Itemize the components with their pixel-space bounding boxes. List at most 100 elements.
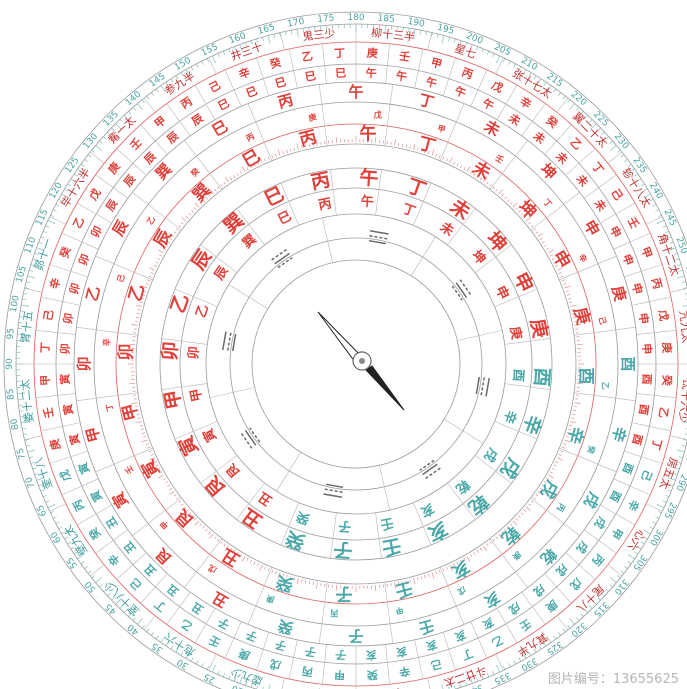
inner-tick — [413, 578, 416, 585]
inner-tick — [470, 170, 473, 174]
inner-tick — [233, 175, 236, 178]
dragon-divider — [194, 84, 216, 120]
degree-tick — [155, 635, 159, 640]
inner-mountain-glyph: 未 — [445, 194, 474, 224]
inner-tick — [565, 290, 569, 293]
inner-tick — [453, 563, 455, 567]
degree-tick — [503, 58, 506, 63]
dragon-branch: 辰 — [189, 111, 206, 128]
degree-label: 160 — [228, 31, 248, 46]
dragon-divider — [61, 232, 99, 250]
degree-tick — [111, 597, 115, 601]
inner-tick — [442, 568, 445, 572]
degree-tick — [87, 154, 92, 158]
inner-divider — [504, 338, 551, 345]
dragon-branch: 申 — [636, 312, 652, 325]
degree-label: 205 — [492, 42, 512, 58]
degree-label: 50 — [83, 579, 98, 594]
dragon-branch: 亥 — [453, 628, 468, 645]
ring-circle — [3, 11, 687, 689]
dragon-stem: 甲 — [429, 56, 443, 71]
degree-tick — [73, 551, 78, 555]
degree-tick — [643, 529, 651, 535]
degree-label: 80 — [9, 417, 21, 430]
inner-tick — [176, 228, 179, 231]
inner-tick — [413, 143, 416, 150]
degree-tick — [637, 546, 642, 550]
degree-label: 295 — [661, 500, 677, 520]
dragon-stem: 乙 — [71, 215, 88, 231]
degree-tick — [584, 609, 589, 613]
dragon-branch: 亥 — [424, 637, 438, 653]
mansion-divider — [280, 32, 285, 51]
degree-tick — [655, 516, 660, 519]
dragon-branch: 亥 — [480, 615, 496, 632]
degree-tick — [107, 131, 111, 136]
dragon-divider — [385, 43, 390, 84]
degree-tick — [436, 34, 439, 39]
degree-tick — [441, 35, 445, 44]
degree-tick — [190, 657, 194, 662]
inner-mountain-glyph: 戌 — [496, 454, 525, 482]
mansion-divider — [607, 564, 623, 577]
inner-tick — [147, 446, 151, 449]
mountain-glyph-outer: 甲 — [83, 425, 104, 444]
dragon-stem: 庚 — [47, 437, 63, 451]
inner-tick — [140, 428, 144, 431]
mountain-glyph-outer: 坤 — [537, 160, 560, 183]
inner-tick — [492, 186, 495, 190]
stem-annotation: 癸 — [585, 444, 597, 456]
dragon-divider — [76, 202, 112, 224]
dragon-divider — [116, 552, 147, 580]
mansion-label: 鬼三少 — [302, 26, 336, 44]
trigram-bar — [369, 229, 389, 235]
inner-tick — [463, 167, 466, 170]
degree-tick — [590, 123, 597, 130]
dragon-divider — [95, 174, 129, 199]
inner-tick — [563, 443, 567, 445]
mountain-glyph-mid: 丑 — [218, 544, 243, 570]
inner-tick — [504, 196, 507, 200]
stem-annotation: 乙 — [601, 382, 610, 390]
needle-pivot-dot — [359, 358, 365, 364]
degree-tick — [111, 127, 115, 131]
dragon-branch: 未 — [505, 110, 524, 129]
degree-tick — [128, 613, 132, 617]
degree-label: 255 — [683, 265, 687, 284]
mansion-label: 心六 — [625, 527, 648, 553]
inner-tick — [394, 582, 396, 589]
degree-label: 200 — [465, 31, 485, 46]
degree-tick — [655, 209, 660, 212]
dragon-divider — [636, 393, 677, 398]
degree-tick — [103, 136, 107, 140]
inner-mountain-glyph: 艮 — [200, 471, 230, 501]
degree-tick — [637, 178, 642, 182]
dragon-divider — [583, 529, 617, 554]
degree-tick — [20, 310, 25, 312]
degree-tick — [567, 624, 571, 629]
mountain-glyph-mid: 乾 — [497, 522, 524, 549]
inner-divider — [447, 208, 476, 246]
dragon-divider — [40, 422, 81, 432]
degree-tick — [64, 188, 69, 192]
inner-tick — [535, 494, 539, 497]
dragon-stem: 丁 — [39, 342, 53, 354]
inner-tick — [569, 301, 573, 304]
trigram-bar — [249, 427, 261, 443]
inner-tick — [220, 184, 223, 187]
mountain-glyph-outer: 乙 — [83, 284, 104, 303]
degree-tick — [206, 665, 209, 670]
inner-tick — [271, 155, 274, 159]
inner-tick — [398, 143, 400, 147]
inner-tick — [483, 545, 488, 551]
inner-mountain-small: 辰 — [212, 263, 232, 283]
degree-tick — [518, 66, 522, 71]
stem-annotation: 丙 — [330, 609, 338, 618]
degree-tick — [165, 642, 169, 647]
degree-tick — [459, 683, 462, 688]
dragon-divider — [496, 608, 518, 644]
degree-tick — [553, 88, 557, 93]
inner-tick — [223, 543, 226, 547]
inner-tick — [229, 547, 233, 551]
